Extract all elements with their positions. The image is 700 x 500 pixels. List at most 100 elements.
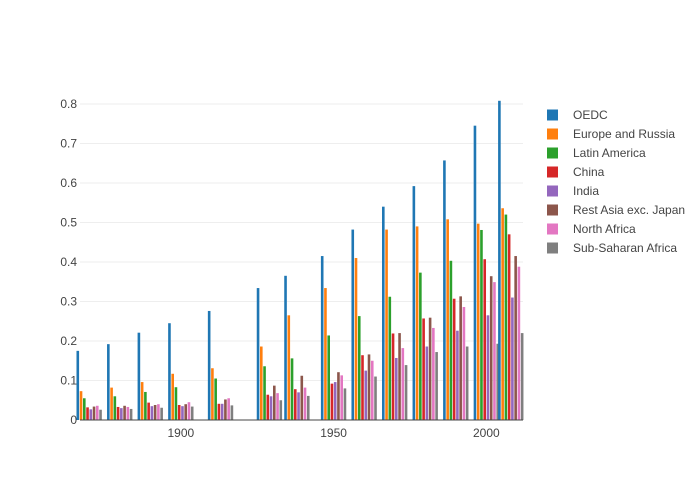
bar[interactable] [449, 260, 453, 420]
bar[interactable] [432, 327, 435, 420]
bar[interactable] [266, 394, 270, 420]
legend-item[interactable]: India [547, 184, 599, 198]
bar[interactable] [517, 266, 521, 420]
bar[interactable] [398, 333, 401, 420]
bar[interactable] [92, 406, 96, 420]
bar[interactable] [357, 316, 361, 420]
bar[interactable] [120, 408, 123, 420]
bar[interactable] [511, 297, 514, 420]
bar[interactable] [177, 404, 181, 420]
bar[interactable] [476, 223, 480, 420]
bar[interactable] [150, 406, 154, 420]
bar[interactable] [137, 332, 141, 420]
bar[interactable] [300, 375, 304, 420]
bar[interactable] [401, 348, 405, 420]
bar[interactable] [337, 372, 340, 420]
bar[interactable] [351, 229, 355, 420]
bar[interactable] [147, 402, 150, 420]
bar[interactable] [435, 352, 438, 420]
bar[interactable] [404, 365, 408, 420]
bar[interactable] [260, 346, 263, 420]
bar[interactable] [507, 234, 511, 420]
bar[interactable] [388, 296, 392, 420]
bar[interactable] [333, 382, 337, 420]
bar[interactable] [428, 317, 432, 420]
bar[interactable] [227, 398, 230, 420]
bar[interactable] [76, 350, 80, 420]
bar[interactable] [297, 392, 300, 420]
bar[interactable] [214, 378, 217, 420]
bar[interactable] [113, 396, 117, 420]
bar[interactable] [462, 307, 466, 420]
bar[interactable] [263, 366, 266, 420]
bar[interactable] [385, 229, 388, 420]
bar[interactable] [324, 288, 327, 420]
bar[interactable] [443, 160, 446, 420]
bar[interactable] [157, 404, 160, 420]
bar[interactable] [340, 375, 343, 420]
legend-item[interactable]: Rest Asia exc. Japan [547, 203, 685, 217]
bar[interactable] [153, 404, 157, 420]
bar[interactable] [144, 391, 147, 420]
bar[interactable] [514, 256, 517, 420]
bar[interactable] [293, 389, 297, 420]
bar[interactable] [361, 355, 364, 420]
bar[interactable] [140, 382, 144, 420]
bar[interactable] [374, 376, 377, 420]
bar[interactable] [184, 404, 187, 420]
bar[interactable] [456, 330, 459, 420]
bar[interactable] [220, 403, 224, 420]
legend-item[interactable]: China [547, 165, 605, 179]
bar[interactable] [89, 409, 93, 420]
bar[interactable] [422, 318, 425, 420]
bar[interactable] [486, 315, 490, 420]
bar[interactable] [489, 276, 493, 420]
bar[interactable] [493, 282, 496, 420]
bar[interactable] [211, 368, 214, 420]
bar[interactable] [306, 395, 310, 420]
bar[interactable] [382, 206, 385, 420]
bar[interactable] [480, 229, 483, 420]
bar[interactable] [107, 344, 110, 420]
bar[interactable] [269, 396, 273, 420]
bar[interactable] [256, 288, 260, 420]
bar[interactable] [110, 387, 113, 420]
legend-item[interactable]: OEDC [547, 108, 608, 122]
bar[interactable] [501, 208, 504, 420]
bar[interactable] [370, 360, 374, 420]
bar[interactable] [504, 214, 508, 420]
legend-item[interactable]: Sub-Saharan Africa [547, 241, 677, 255]
bar[interactable] [498, 100, 501, 420]
bar[interactable] [446, 219, 449, 420]
bar[interactable] [284, 275, 287, 420]
bar[interactable] [520, 333, 524, 420]
bar[interactable] [279, 400, 283, 420]
bar[interactable] [160, 407, 163, 420]
bar[interactable] [79, 391, 83, 420]
bar[interactable] [129, 408, 133, 420]
bar[interactable] [181, 406, 184, 420]
bar[interactable] [395, 357, 398, 420]
bar[interactable] [459, 296, 462, 420]
bar[interactable] [290, 358, 294, 420]
bar[interactable] [473, 125, 477, 421]
bar[interactable] [273, 385, 276, 420]
bar[interactable] [82, 398, 86, 420]
legend-item[interactable]: Latin America [547, 146, 646, 160]
bar[interactable] [343, 388, 347, 420]
bar[interactable] [95, 405, 99, 420]
bar[interactable] [230, 405, 234, 420]
bar[interactable] [287, 315, 291, 420]
bar[interactable] [86, 407, 89, 420]
bar[interactable] [327, 335, 330, 420]
bar[interactable] [465, 346, 469, 420]
bar[interactable] [320, 256, 324, 420]
bar[interactable] [367, 354, 371, 420]
bar[interactable] [364, 370, 368, 420]
bar[interactable] [452, 298, 456, 420]
bar[interactable] [168, 323, 171, 420]
bar[interactable] [224, 399, 227, 420]
bar[interactable] [419, 272, 422, 420]
bar[interactable] [496, 343, 500, 420]
legend-item[interactable]: Europe and Russia [547, 127, 675, 141]
